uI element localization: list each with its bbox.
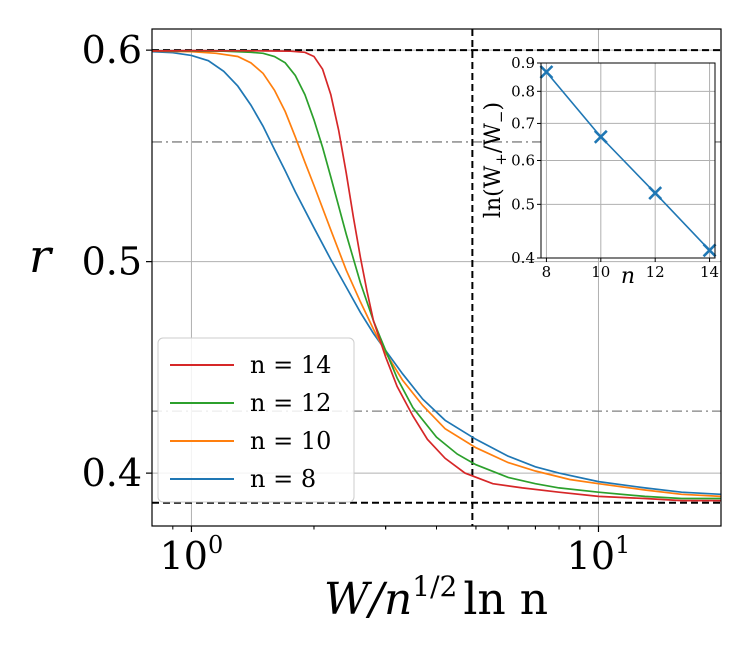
inset-y-tick-label-4: 0.8 [511, 82, 535, 100]
series-line-12 [152, 50, 721, 500]
x-axis-label-tail: ln n [463, 574, 548, 625]
legend: n = 14 n = 12 n = 10 n = 8 [157, 337, 355, 503]
inset-x-tick-label-1: 10 [591, 263, 610, 281]
inset-plot: 8 10 12 14 0.4 0.5 0.6 0.7 0.8 0.9 n ln(W+/W−) [481, 54, 719, 289]
inset-x-axis-label: n [621, 264, 635, 289]
inset-x-tick-label-2: 12 [646, 263, 665, 281]
series-line-10 [151, 50, 722, 498]
x-axis-label-exponent: 1/2 [412, 570, 457, 603]
inset-marker-12 [648, 186, 663, 200]
inset-y-label-mid: /W [481, 123, 506, 153]
inset-x-tick-label-3: 14 [700, 263, 719, 281]
legend-label-8: n = 8 [250, 465, 316, 493]
inset-y-label-suffix: ) [481, 102, 506, 111]
legend-label-12: n = 12 [250, 389, 331, 417]
y-tick-label-0: 0.4 [82, 451, 142, 495]
inset-x-tick-label-0: 8 [542, 263, 552, 281]
inset-y-tick-label-3: 0.7 [511, 114, 535, 132]
inset-marker-10 [593, 129, 608, 144]
x-tick-label-0: 100 [160, 531, 224, 578]
legend-label-14: n = 14 [250, 351, 331, 379]
legend-label-10: n = 10 [250, 427, 331, 455]
main-plot: 0.4 0.5 0.6 100 101 r W/n1/2 ln n [29, 28, 722, 625]
x-axis-label-base: W/n [324, 574, 412, 625]
inset-y-label-sub1: + [492, 153, 510, 166]
main-axis-ticks: 0.4 0.5 0.6 100 101 [82, 28, 631, 578]
inset-series [539, 65, 717, 258]
inset-y-tick-label-0: 0.4 [511, 249, 535, 267]
inset-y-axis-label: ln(W+/W−) [481, 102, 510, 218]
x-tick-label-1: 101 [567, 531, 631, 578]
inset-marker-8 [539, 65, 554, 79]
inset-y-tick-label-1: 0.5 [511, 195, 535, 213]
series-line-8 [151, 50, 722, 496]
inset-y-tick-label-2: 0.6 [511, 152, 535, 170]
inset-y-label-sub2: − [492, 111, 510, 124]
y-tick-label-2: 0.6 [82, 28, 142, 72]
series-lines [151, 49, 722, 502]
inset-y-tick-label-5: 0.9 [511, 54, 535, 72]
y-tick-label-1: 0.5 [82, 240, 142, 284]
inset-grid [541, 62, 715, 259]
legend-box [157, 337, 355, 503]
inset-line [545, 71, 711, 251]
inset-axis-ticks: 8 10 12 14 0.4 0.5 0.6 0.7 0.8 0.9 [511, 54, 719, 281]
x-axis-label: W/n1/2 ln n [324, 570, 548, 625]
y-axis-label: r [29, 229, 54, 283]
inset-y-label-prefix: ln(W [481, 165, 506, 218]
inset-marker-14 [702, 243, 717, 258]
series-line-14 [151, 49, 721, 502]
